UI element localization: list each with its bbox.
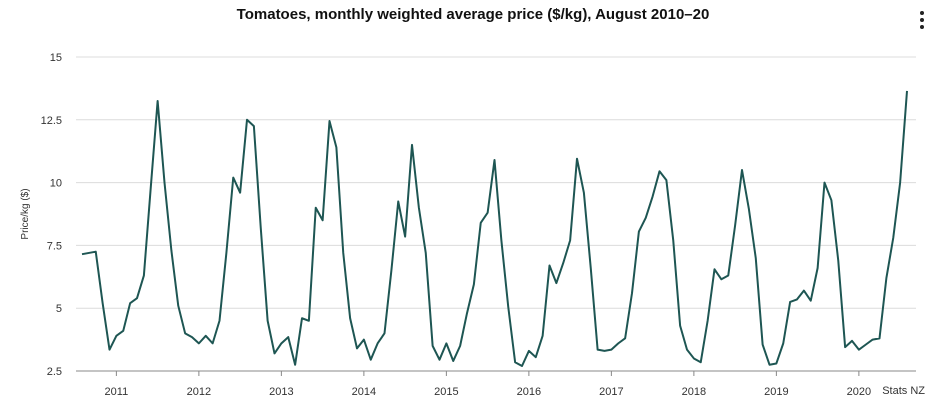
chart-title: Tomatoes, monthly weighted average price…: [236, 6, 710, 23]
x-axis-ticks: 2011 2012 2013 2014 2015 2016 2017 2018 2019 2020: [105, 371, 871, 398]
menu-dot-icon: [920, 25, 924, 29]
series-line: [81, 90, 908, 367]
y-tick-label: 2.5: [47, 366, 62, 378]
x-tick-label: 2012: [187, 386, 211, 398]
chart-menu-button[interactable]: [912, 8, 932, 32]
x-tick-label: 2013: [269, 386, 293, 398]
x-tick-label: 2016: [517, 386, 541, 398]
menu-dot-icon: [920, 11, 924, 15]
x-tick-label: 2011: [105, 386, 129, 398]
y-tick-label: 12.5: [41, 115, 62, 127]
y-axis-title: Price/kg ($): [20, 188, 31, 239]
y-tick-label: 7.5: [47, 240, 62, 252]
x-tick-label: 2017: [599, 386, 623, 398]
y-tick-label: 5: [56, 303, 62, 315]
y-tick-label: 10: [50, 178, 62, 190]
y-tick-label: 15: [50, 52, 62, 64]
x-tick-label: 2020: [847, 386, 871, 398]
x-tick-label: 2018: [682, 386, 706, 398]
x-tick-label: 2014: [352, 386, 376, 398]
source-label: Stats NZ: [882, 385, 925, 397]
x-tick-label: 2015: [434, 386, 458, 398]
menu-dot-icon: [920, 18, 924, 22]
y-axis-ticks: 2.5 5 7.5 10 12.5 15: [41, 52, 62, 378]
x-tick-label: 2019: [764, 386, 788, 398]
